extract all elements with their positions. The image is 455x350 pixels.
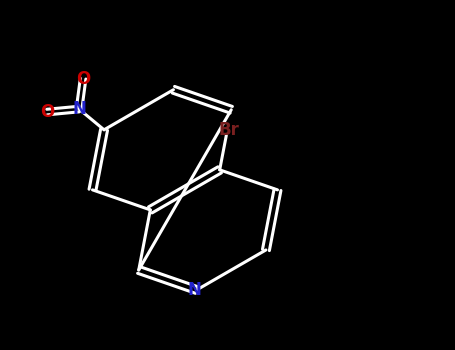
Text: Br: Br <box>218 121 239 139</box>
Text: O: O <box>40 103 54 121</box>
Text: N: N <box>72 100 86 118</box>
Text: O: O <box>76 70 90 88</box>
Text: N: N <box>187 281 201 299</box>
